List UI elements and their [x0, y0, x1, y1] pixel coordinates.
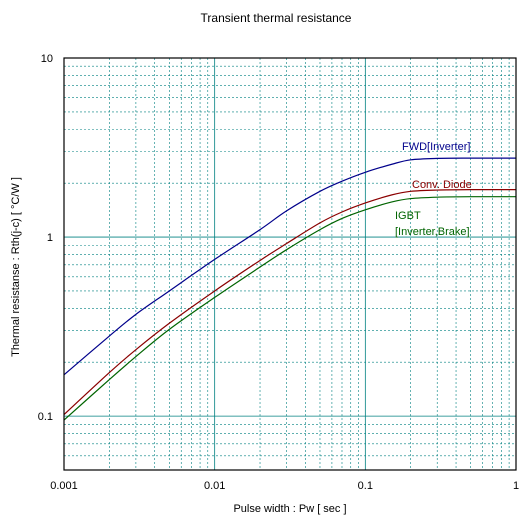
series-label-2: IGBT: [395, 210, 421, 222]
y-tick-label: 1: [47, 232, 53, 244]
x-axis-label: Pulse width : Pw [ sec ]: [233, 503, 346, 515]
grid-lines: [63, 58, 516, 471]
series-label-0: FWD[Inverter]: [402, 141, 470, 153]
series-line-0: [63, 157, 517, 376]
series-line-2: [63, 196, 517, 421]
y-axis-label: Thermal resistanse : Rth(j-c) [ °C/W ]: [10, 177, 22, 357]
plot-frame: [63, 57, 517, 471]
x-tick-label: 0.01: [204, 480, 225, 492]
x-tick-label: 0.001: [50, 480, 78, 492]
y-tick-label: 10: [41, 53, 53, 65]
chart-title: Transient thermal resistance: [201, 11, 352, 25]
series-label-2: [Inverter,Brake]: [395, 226, 470, 238]
series-lines: [63, 157, 517, 421]
series-label-1: Conv. Diode: [412, 179, 472, 191]
y-tick-label: 0.1: [38, 411, 53, 423]
tick-labels: 0.001 0.01 0.1 1 0.1 1 10: [38, 53, 519, 492]
series-labels: FWD[Inverter] Conv. Diode IGBT [Inverter,Br…: [395, 141, 472, 238]
x-tick-label: 1: [513, 480, 519, 492]
series-line-1: [63, 188, 517, 416]
x-tick-label: 0.1: [358, 480, 373, 492]
